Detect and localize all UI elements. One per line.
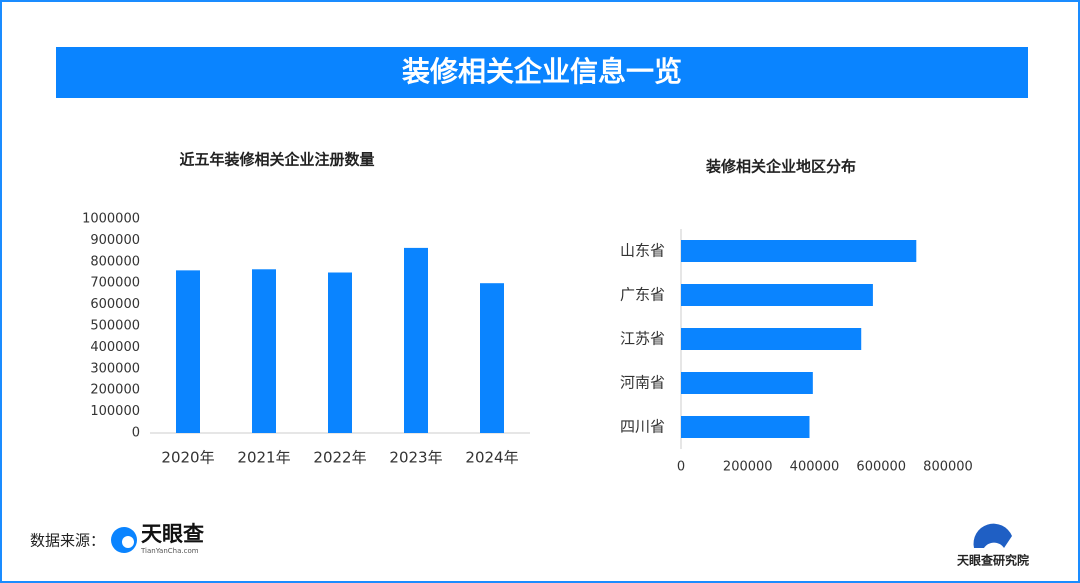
x-tick-label: 2020年: [161, 449, 214, 467]
y-tick-label: 800000: [90, 254, 140, 269]
x-tick-label: 2022年: [313, 449, 366, 467]
y-tick-label: 900000: [90, 233, 140, 248]
y-tick-label: 广东省: [620, 286, 665, 304]
bar: [681, 284, 873, 306]
y-tick-label: 200000: [90, 383, 140, 398]
y-tick-label: 1000000: [82, 212, 140, 227]
y-tick-label: 400000: [90, 340, 140, 355]
page-title: 装修相关企业信息一览: [402, 55, 682, 88]
x-tick-label: 800000: [923, 460, 973, 475]
bar: [176, 270, 200, 433]
y-tick-label: 山东省: [620, 242, 665, 260]
bar: [404, 247, 428, 433]
x-tick-label: 400000: [790, 460, 840, 475]
source-label: 数据来源：: [30, 532, 105, 550]
x-tick-label: 0: [677, 460, 685, 475]
logo-url: TianYanCha.com: [140, 547, 199, 555]
bar: [480, 283, 504, 433]
bar: [681, 328, 862, 350]
y-tick-label: 700000: [90, 276, 140, 291]
x-tick-label: 200000: [723, 460, 773, 475]
y-tick-label: 河南省: [620, 374, 665, 392]
y-tick-label: 600000: [90, 297, 140, 312]
chart-title: 近五年装修相关企业注册数量: [179, 151, 374, 169]
x-tick-label: 2021年: [237, 449, 290, 467]
y-tick-label: 四川省: [620, 418, 665, 436]
y-tick-label: 300000: [90, 361, 140, 376]
y-tick-label: 500000: [90, 319, 140, 334]
institute-name: 天眼查研究院: [957, 553, 1029, 568]
x-tick-label: 2023年: [389, 449, 442, 467]
chart-title: 装修相关企业地区分布: [705, 158, 856, 176]
bar: [681, 372, 813, 394]
logo-name: 天眼查: [141, 522, 204, 546]
bar: [681, 416, 810, 438]
bar: [252, 269, 276, 433]
x-tick-label: 2024年: [465, 449, 518, 467]
y-tick-label: 0: [132, 426, 140, 441]
bar: [681, 240, 917, 262]
institute-icon: [973, 523, 1012, 548]
header-bar: [56, 47, 1028, 98]
y-tick-label: 江苏省: [620, 330, 665, 348]
y-tick-label: 100000: [90, 404, 140, 419]
logo-icon: [122, 536, 134, 548]
x-tick-label: 600000: [856, 460, 906, 475]
bar: [328, 272, 352, 433]
